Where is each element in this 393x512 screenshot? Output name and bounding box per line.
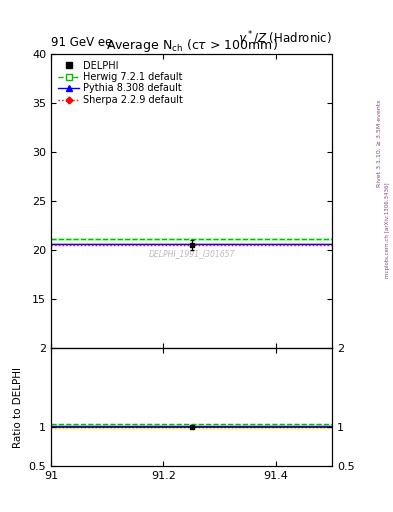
- Text: mcplots.cern.ch [arXiv:1306.3436]: mcplots.cern.ch [arXiv:1306.3436]: [385, 183, 389, 278]
- Text: Rivet 3.1.10, ≥ 3.5M events: Rivet 3.1.10, ≥ 3.5M events: [377, 100, 382, 187]
- Text: DELPHI_1991_I301657: DELPHI_1991_I301657: [149, 249, 235, 259]
- Text: 91 GeV ee: 91 GeV ee: [51, 36, 112, 49]
- Y-axis label: Ratio to DELPHI: Ratio to DELPHI: [13, 367, 23, 447]
- Title: Average N$_{\mathregular{ch}}$ (c$\tau$ > 100mm): Average N$_{\mathregular{ch}}$ (c$\tau$ …: [106, 37, 277, 54]
- Text: $\gamma^*/Z$ (Hadronic): $\gamma^*/Z$ (Hadronic): [238, 29, 332, 49]
- Legend: DELPHI, Herwig 7.2.1 default, Pythia 8.308 default, Sherpa 2.2.9 default: DELPHI, Herwig 7.2.1 default, Pythia 8.3…: [56, 58, 185, 107]
